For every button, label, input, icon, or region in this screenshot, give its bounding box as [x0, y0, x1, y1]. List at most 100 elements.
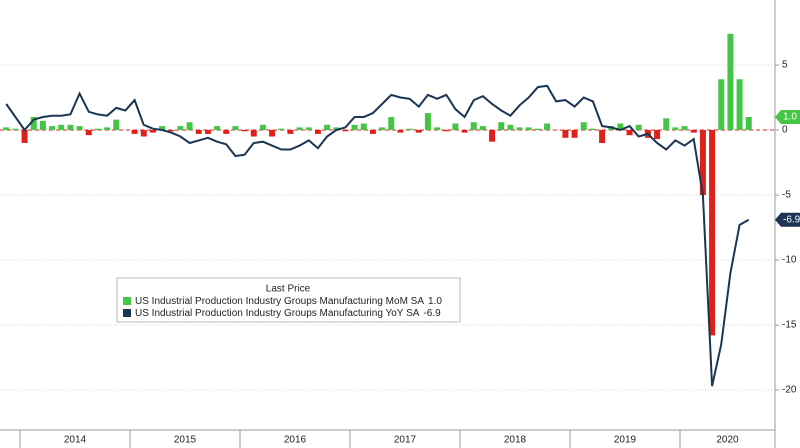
legend-label: US Industrial Production Industry Groups… — [135, 308, 441, 319]
x-tick-label: 2014 — [64, 435, 87, 446]
y-tick-label: 5 — [782, 60, 788, 71]
bar — [443, 130, 450, 132]
x-tick-label: 2018 — [504, 435, 527, 446]
bar — [479, 126, 486, 130]
bar — [525, 127, 532, 130]
bar — [415, 130, 422, 133]
bar — [30, 117, 37, 130]
bar — [324, 124, 331, 130]
bar — [589, 128, 596, 130]
bar — [727, 33, 734, 130]
legend: Last Price US Industrial Production Indu… — [116, 277, 461, 323]
bar — [278, 128, 285, 130]
legend-name: US Industrial Production Industry Groups… — [135, 296, 424, 307]
bar — [635, 124, 642, 130]
bar — [214, 126, 221, 130]
bar — [177, 126, 184, 130]
legend-name: US Industrial Production Industry Groups… — [135, 308, 420, 319]
bar — [360, 123, 367, 130]
last-value-label: 1.0 — [783, 112, 797, 123]
bar — [397, 130, 404, 133]
bar — [186, 122, 193, 130]
bar — [159, 126, 166, 130]
bar — [424, 113, 431, 130]
bar — [580, 122, 587, 130]
bar — [718, 79, 725, 130]
last-value-label: -6.9 — [783, 214, 800, 225]
bar — [516, 127, 523, 130]
last-value-tag — [775, 110, 800, 124]
bar — [314, 130, 321, 134]
legend-value: -6.9 — [423, 308, 441, 319]
bar — [259, 124, 266, 130]
bar — [544, 123, 551, 130]
bar — [654, 130, 661, 140]
bar — [94, 128, 101, 130]
bar — [745, 117, 752, 130]
x-tick-label: 2019 — [614, 435, 637, 446]
bar — [12, 128, 19, 130]
bar — [599, 130, 606, 143]
bar — [39, 120, 46, 130]
bar — [709, 130, 716, 336]
bar — [104, 127, 111, 130]
bar — [296, 127, 303, 130]
bar — [223, 130, 230, 134]
y-tick-label: -5 — [782, 190, 791, 201]
bar — [672, 127, 679, 130]
bar — [3, 127, 10, 130]
bar — [241, 130, 248, 132]
bar — [562, 130, 569, 138]
bar — [76, 126, 83, 130]
bar — [534, 128, 541, 130]
bar — [232, 126, 239, 130]
bar — [58, 124, 65, 130]
bar — [699, 130, 706, 195]
legend-swatch — [123, 309, 131, 317]
bar — [452, 123, 459, 130]
bar — [85, 130, 92, 136]
legend-box — [116, 277, 461, 323]
bar — [369, 130, 376, 134]
bar — [21, 130, 28, 143]
bar — [461, 130, 468, 133]
bar — [67, 124, 74, 130]
plot-area — [0, 0, 775, 430]
bar — [498, 122, 505, 130]
x-tick-label: 2015 — [174, 435, 197, 446]
bar — [690, 130, 697, 133]
bar — [470, 122, 477, 130]
bar — [351, 124, 358, 130]
legend-value: 1.0 — [428, 296, 442, 307]
bar — [149, 130, 156, 133]
bar — [434, 127, 441, 130]
bar — [489, 130, 496, 142]
x-tick-label: 2017 — [394, 435, 417, 446]
bar — [131, 130, 138, 134]
bar — [663, 118, 670, 130]
bar — [342, 130, 349, 132]
bar — [571, 130, 578, 138]
bar — [140, 130, 147, 137]
bar — [388, 117, 395, 130]
bar — [617, 123, 624, 130]
line — [5, 84, 750, 387]
last-value-tag — [775, 212, 800, 227]
y-tick-label: -10 — [782, 255, 797, 266]
bar — [168, 130, 175, 132]
bar — [113, 119, 120, 130]
x-tick-label: 2016 — [284, 435, 307, 446]
bar — [626, 130, 633, 136]
legend-label: US Industrial Production Industry Groups… — [135, 296, 442, 307]
legend-swatch — [123, 297, 131, 305]
bar — [507, 124, 514, 130]
x-tick-label: 2020 — [716, 435, 739, 446]
bar — [49, 126, 56, 130]
bar — [195, 130, 202, 134]
bar — [736, 79, 743, 130]
y-tick-label: 0 — [782, 125, 788, 136]
bar — [681, 126, 688, 130]
bar — [250, 130, 257, 137]
bar — [204, 130, 211, 134]
